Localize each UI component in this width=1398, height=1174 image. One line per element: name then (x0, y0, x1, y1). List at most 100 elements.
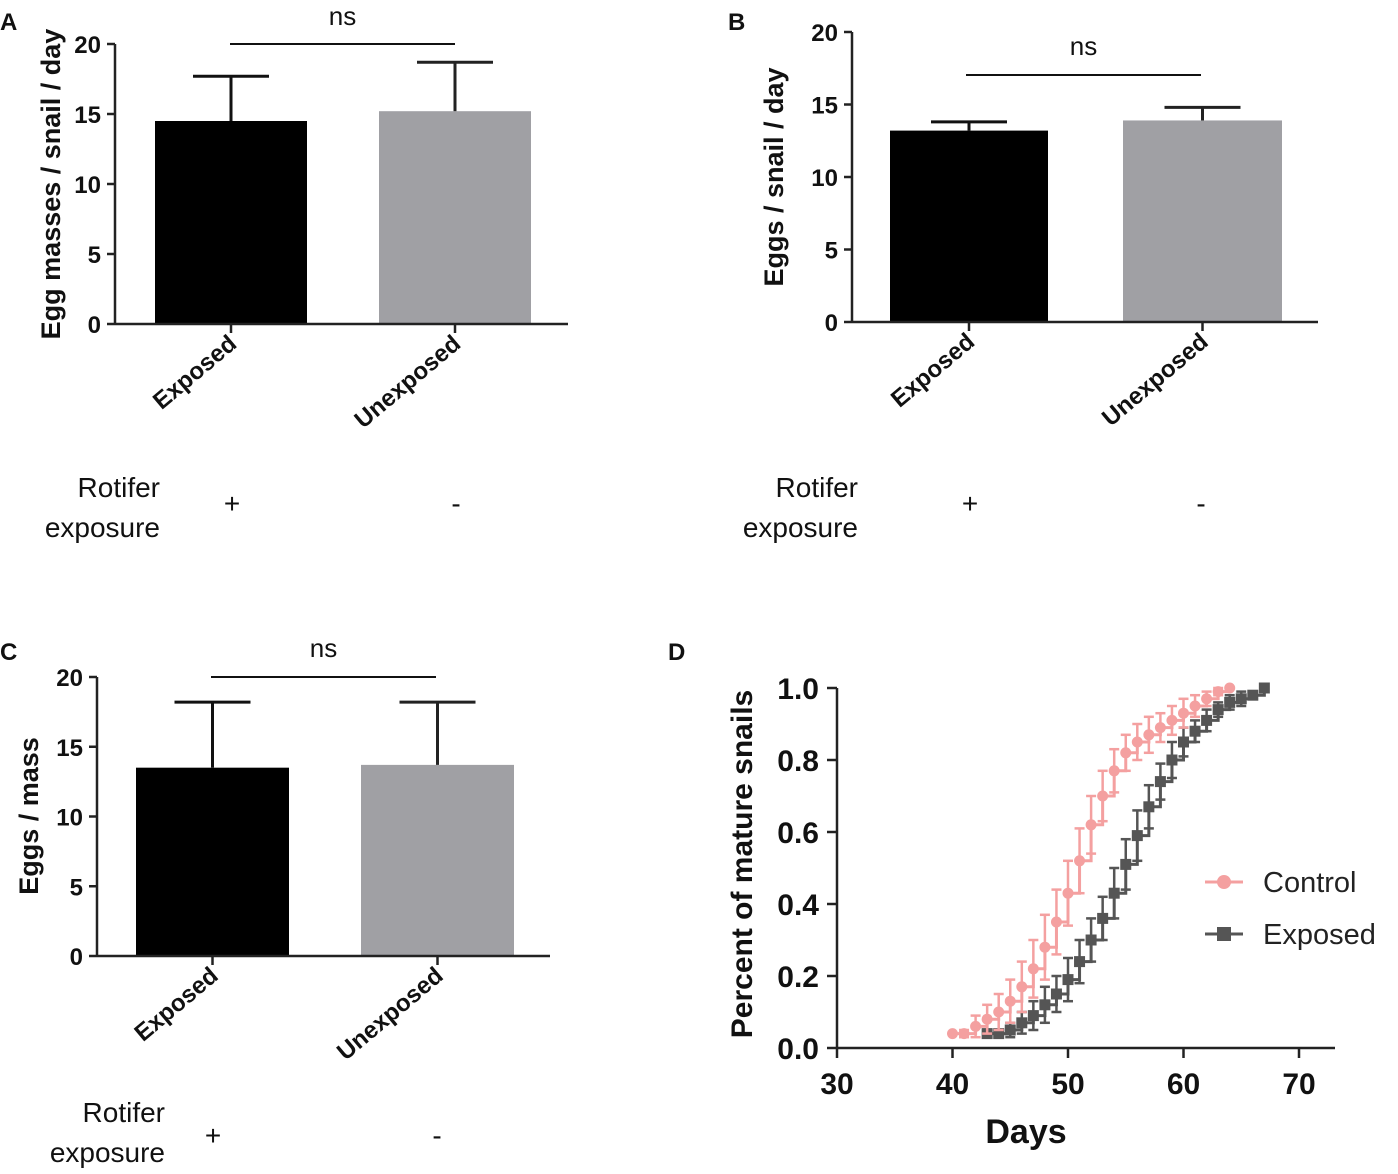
data-point-control (1212, 686, 1224, 698)
x-tick-label: 50 (1051, 1068, 1084, 1101)
data-point-exposed (1189, 725, 1201, 737)
data-point-exposed (1235, 693, 1247, 705)
data-point-control (1004, 995, 1016, 1007)
data-point-control (1201, 693, 1213, 705)
data-point-exposed (1154, 776, 1166, 788)
panel-label-b: B (728, 9, 745, 36)
data-point-exposed (1143, 801, 1155, 813)
data-point-exposed (1016, 1017, 1028, 1029)
significance-label: ns (329, 1, 356, 31)
data-point-exposed (1258, 682, 1270, 694)
exposure-value-unexposed: - (432, 1120, 441, 1151)
y-tick-label: 0.0 (777, 1033, 819, 1066)
bar-exposed (155, 121, 307, 324)
y-tick-label: 0 (70, 944, 83, 971)
significance-label: ns (310, 633, 337, 663)
chart-panel-d: D 0.0 0.2 0.4 0.6 0.8 1.0 30 40 50 60 70 Days Percent… (668, 639, 1376, 1151)
legend: Control Exposed (1205, 867, 1376, 951)
y-tick-label: 20 (811, 20, 838, 47)
y-axis-title: Eggs / snail / day (759, 67, 789, 286)
bar-unexposed (1123, 120, 1282, 322)
category-label-unexposed: Unexposed (350, 330, 466, 434)
legend-marker-control (1217, 875, 1231, 889)
data-point-control (1016, 981, 1028, 993)
data-point-control (1189, 700, 1201, 712)
y-tick-label: 5 (825, 238, 838, 265)
chart-panel-a: A 0 5 10 15 20 Exposed Unexposed Egg masses / sn… (0, 1, 568, 543)
y-tick-label: 0.8 (777, 745, 819, 778)
data-point-exposed (1224, 696, 1236, 708)
y-tick-label: 0 (825, 310, 838, 337)
exposure-value-exposed: + (224, 488, 240, 519)
data-point-control (1143, 729, 1155, 741)
data-point-control (1131, 736, 1143, 748)
y-axis-title: Eggs / mass (14, 737, 44, 895)
category-label-exposed: Exposed (148, 330, 242, 415)
category-label-unexposed: Unexposed (332, 962, 448, 1066)
significance-label: ns (1070, 31, 1097, 61)
data-point-control (1027, 963, 1039, 975)
y-tick-label: 1.0 (777, 673, 819, 706)
exposure-label-line1: Rotifer (83, 1097, 165, 1128)
legend-marker-exposed (1217, 927, 1231, 941)
y-tick-label: 5 (88, 242, 101, 269)
data-point-control (958, 1028, 970, 1040)
data-point-control (981, 1013, 993, 1025)
panel-label-d: D (668, 639, 685, 666)
data-point-exposed (1108, 887, 1120, 899)
data-point-control (1120, 747, 1132, 759)
y-tick-label: 10 (811, 165, 838, 192)
exposure-label-line2: exposure (50, 1137, 165, 1168)
data-point-exposed (1201, 714, 1213, 726)
y-tick-label: 0 (88, 312, 101, 339)
data-point-control (1154, 722, 1166, 734)
exposure-value-exposed: + (962, 488, 978, 519)
exposure-value-unexposed: - (1196, 488, 1205, 519)
data-point-exposed (1131, 830, 1143, 842)
x-axis-title: Days (985, 1113, 1066, 1151)
y-tick-label: 20 (74, 32, 101, 59)
category-label-unexposed: Unexposed (1097, 328, 1213, 432)
data-point-exposed (1166, 754, 1178, 766)
data-point-exposed (1074, 956, 1086, 968)
x-tick-label: 60 (1167, 1068, 1200, 1101)
x-tick-label: 30 (820, 1068, 853, 1101)
data-point-control (1097, 790, 1109, 802)
series-control (947, 682, 1236, 1040)
data-point-exposed (1050, 988, 1062, 1000)
data-point-control (947, 1028, 958, 1040)
data-point-control (993, 1006, 1005, 1018)
data-point-control (1039, 941, 1051, 953)
data-point-control (1050, 916, 1062, 928)
exposure-value-unexposed: - (451, 488, 460, 519)
bar-exposed (890, 130, 1048, 322)
bar-unexposed (361, 764, 514, 956)
y-tick-label: 10 (74, 172, 101, 199)
data-point-control (1108, 765, 1120, 777)
data-point-exposed (1004, 1024, 1016, 1036)
legend-label-exposed: Exposed (1263, 919, 1376, 951)
data-point-exposed (1212, 704, 1224, 716)
y-axis-title: Egg masses / snail / day (36, 29, 66, 340)
exposure-label-line1: Rotifer (776, 472, 858, 503)
y-tick-label: 0.6 (777, 817, 819, 850)
category-label-exposed: Exposed (886, 328, 980, 413)
data-point-control (1166, 714, 1178, 726)
series-exposed (981, 682, 1270, 1040)
legend-label-control: Control (1263, 867, 1357, 899)
exposure-label-line2: exposure (743, 512, 858, 543)
data-point-control (1062, 887, 1074, 899)
y-tick-label: 0.2 (777, 961, 819, 994)
x-tick-label: 40 (936, 1068, 969, 1101)
exposure-label-line2: exposure (45, 512, 160, 543)
y-tick-label: 10 (56, 805, 83, 832)
data-point-exposed (1027, 1010, 1039, 1022)
data-point-control (1178, 707, 1189, 719)
y-axis-title: Percent of mature snails (726, 690, 759, 1038)
data-point-exposed (1062, 974, 1074, 986)
data-point-exposed (993, 1028, 1005, 1040)
bar-unexposed (379, 111, 531, 324)
data-point-exposed (1120, 858, 1132, 870)
exposure-value-exposed: + (205, 1120, 221, 1151)
